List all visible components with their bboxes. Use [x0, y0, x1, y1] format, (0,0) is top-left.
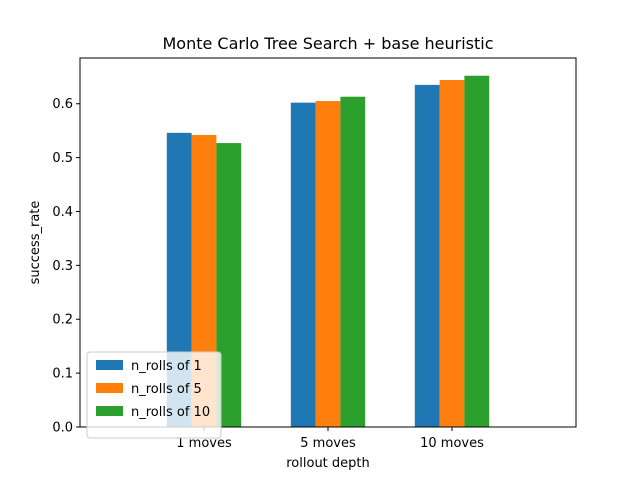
legend-swatch-n-rolls-of-5: [96, 383, 123, 393]
legend-label-n-rolls-of-10: n_rolls of 10: [131, 405, 210, 420]
bar-n-rolls-of-10-10-moves: [464, 75, 490, 427]
legend-swatch-n-rolls-of-10: [96, 406, 123, 416]
legend-label-n-rolls-of-5: n_rolls of 5: [131, 382, 202, 397]
legend: n_rolls of 1 n_rolls of 5 n_rolls of 10: [86, 351, 222, 439]
bars-layer: [166, 75, 490, 428]
bar-n-rolls-of-1-10-moves: [414, 84, 440, 427]
x-tick-label-5-moves: 5 moves: [300, 436, 356, 451]
y-tick-label: 0.0: [52, 421, 73, 436]
x-axis: 1 moves 5 moves 10 moves: [176, 427, 484, 451]
legend-label-n-rolls-of-1: n_rolls of 1: [131, 359, 202, 374]
x-tick-label-1-moves: 1 moves: [176, 436, 232, 451]
y-tick-label: 0.4: [52, 205, 73, 220]
bar-n-rolls-of-1-5-moves: [290, 102, 316, 427]
y-tick-label: 0.5: [52, 151, 73, 166]
y-tick-label: 0.1: [52, 367, 73, 382]
y-axis: 0.0 0.1 0.2 0.3 0.4 0.5 0.6: [52, 97, 80, 436]
chart-title: Monte Carlo Tree Search + base heuristic: [162, 34, 493, 53]
y-tick-label: 0.6: [52, 97, 73, 112]
y-axis-label: success_rate: [28, 201, 43, 285]
x-axis-label: rollout depth: [286, 456, 370, 471]
y-tick-label: 0.3: [52, 259, 73, 274]
x-tick-label-10-moves: 10 moves: [420, 436, 484, 451]
bar-n-rolls-of-5-5-moves: [315, 101, 341, 428]
y-tick-label: 0.2: [52, 313, 73, 328]
legend-box: [86, 351, 222, 439]
bar-n-rolls-of-10-5-moves: [340, 96, 366, 428]
legend-swatch-n-rolls-of-1: [96, 360, 123, 370]
bar-n-rolls-of-5-10-moves: [439, 80, 465, 428]
